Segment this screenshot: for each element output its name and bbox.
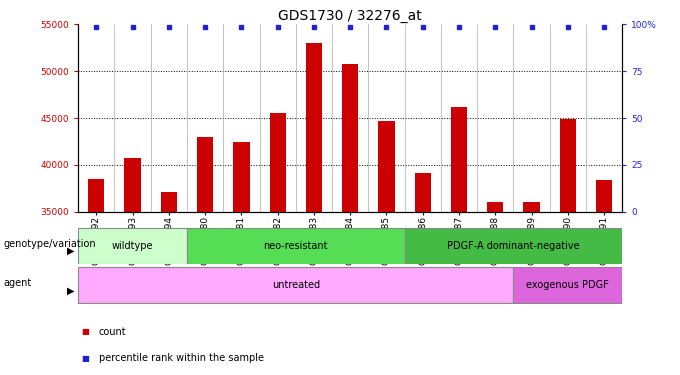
Text: count: count [99, 327, 126, 337]
Bar [233, 142, 250, 212]
Bar [513, 267, 622, 303]
Bar [187, 228, 405, 264]
Bar [596, 180, 612, 212]
Bar [487, 202, 503, 212]
Text: agent: agent [3, 278, 32, 288]
Bar [78, 228, 187, 264]
Text: percentile rank within the sample: percentile rank within the sample [99, 353, 264, 363]
Text: ■: ■ [82, 327, 90, 336]
Bar [88, 179, 105, 212]
Text: ▶: ▶ [67, 246, 75, 256]
Text: ■: ■ [82, 354, 90, 363]
Text: ▶: ▶ [67, 286, 75, 296]
Bar [560, 119, 576, 212]
Bar [451, 107, 467, 212]
Text: untreated: untreated [272, 280, 320, 290]
Bar [378, 121, 394, 212]
Title: GDS1730 / 32276_at: GDS1730 / 32276_at [278, 9, 422, 23]
Text: exogenous PDGF: exogenous PDGF [526, 280, 609, 290]
Bar [342, 64, 358, 212]
Text: PDGF-A dominant-negative: PDGF-A dominant-negative [447, 241, 580, 250]
Text: wildtype: wildtype [112, 241, 154, 250]
Bar [78, 267, 513, 303]
Text: genotype/variation: genotype/variation [3, 239, 96, 249]
Bar [524, 202, 540, 212]
Bar [405, 228, 622, 264]
Bar [269, 113, 286, 212]
Bar [197, 137, 214, 212]
Bar [124, 158, 141, 212]
Text: neo-resistant: neo-resistant [264, 241, 328, 250]
Bar [160, 192, 177, 212]
Bar [306, 43, 322, 212]
Bar [415, 172, 431, 212]
